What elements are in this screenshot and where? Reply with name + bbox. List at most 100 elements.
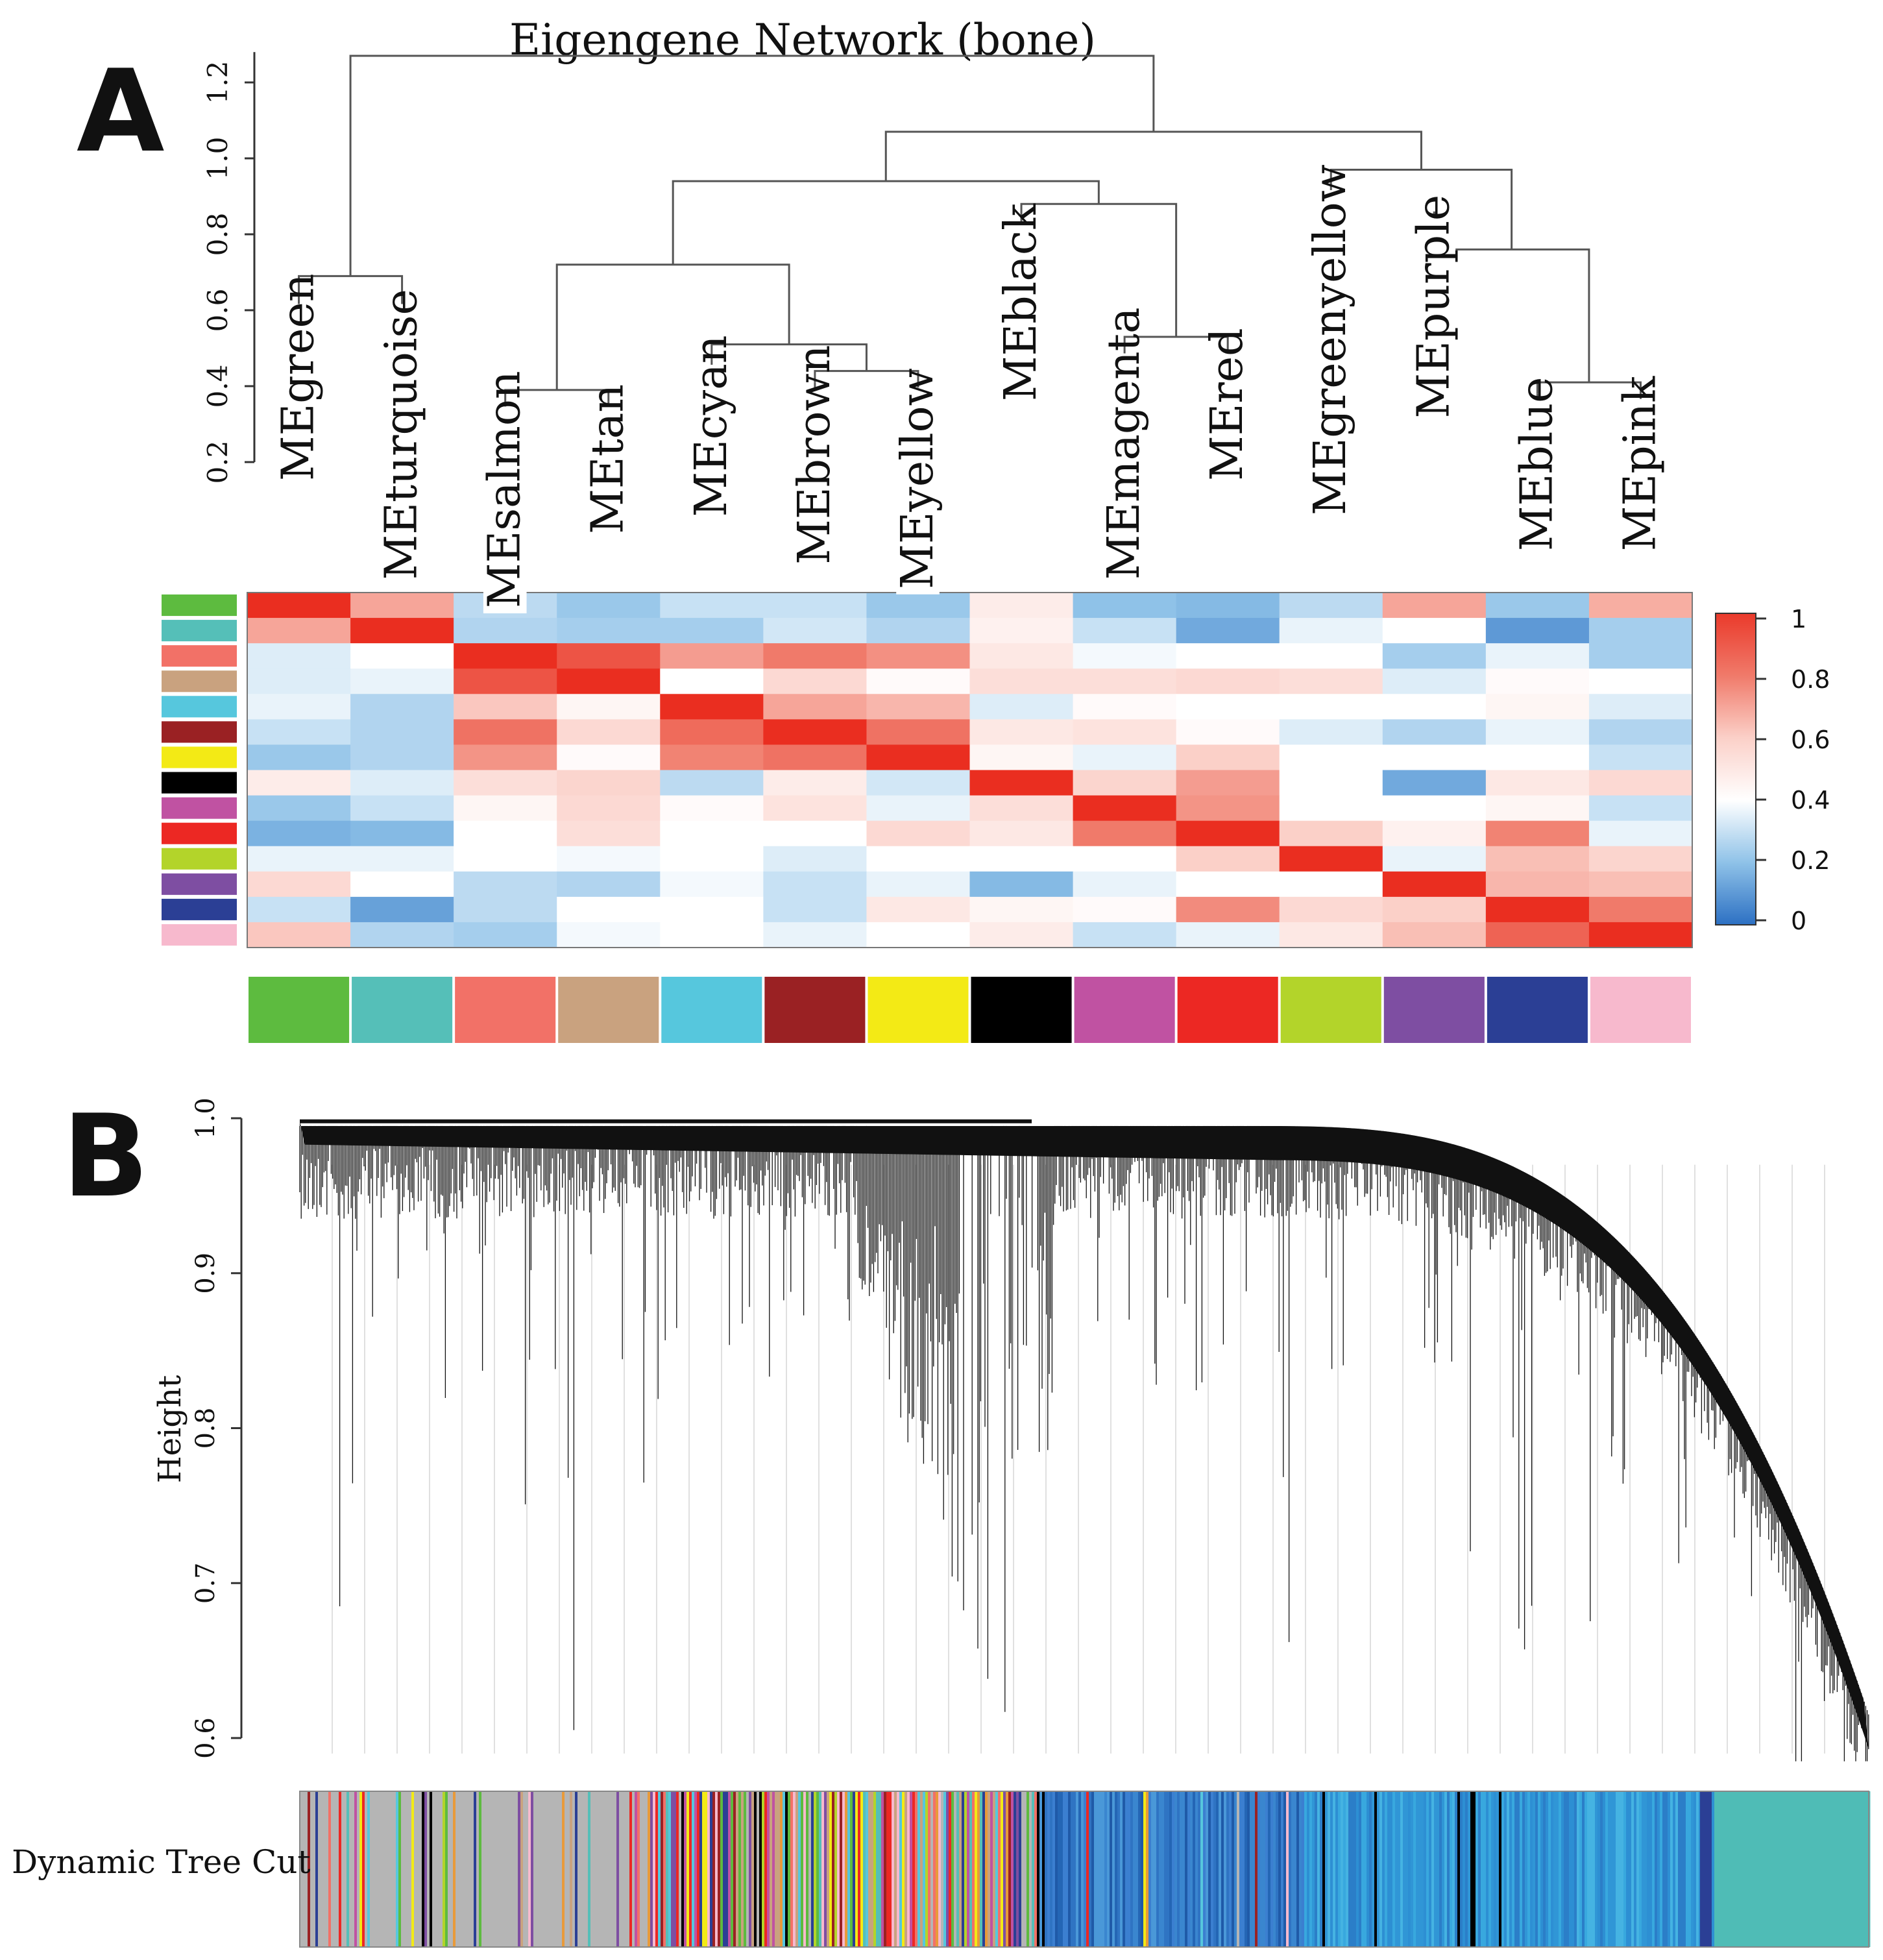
cut-stripe [1700,1791,1712,1947]
leaf-label-MEred: MEred [1202,328,1253,481]
cut-stripe [1148,1791,1152,1947]
cut-stripe [1081,1791,1084,1947]
column-module-colors [249,977,1691,1043]
cut-stripe [1535,1791,1538,1947]
legend-tick-label: 0.8 [1791,665,1830,694]
heatmap-cell [1279,770,1383,796]
cut-stripe [1605,1791,1609,1947]
heatmap-cell [1382,820,1487,847]
col-color-black [971,977,1072,1043]
cut-stripe [1361,1791,1365,1947]
cut-stripe [653,1791,656,1947]
cut-stripe [1102,1791,1105,1947]
cut-stripe [840,1791,843,1947]
cut-stripe [1172,1791,1175,1947]
cut-stripe [378,1791,381,1947]
cut-stripe [1683,1791,1686,1947]
heatmap-cell [969,694,1074,720]
row-color-purple [162,873,237,895]
cut-stripe [1600,1791,1603,1947]
cut-stripe [1784,1791,1788,1947]
cut-stripe [1052,1791,1056,1947]
heatmap-cell [866,744,971,771]
cut-stripe [1595,1791,1598,1947]
cut-stripe [699,1791,703,1947]
heatmap-cell [1073,770,1177,796]
cut-stripe [1652,1791,1655,1947]
dynamic-tree-cut-colorbar [299,1791,1871,1948]
cut-stripe [1655,1791,1658,1947]
cut-stripe [1377,1791,1380,1947]
cut-stripe [1818,1791,1821,1947]
cut-stripe [1673,1791,1676,1947]
cut-stripe [1522,1791,1525,1947]
cut-stripe [1566,1791,1570,1947]
cut-stripe [430,1791,433,1947]
cut-stripe [541,1791,544,1947]
heatmap-cell [1588,694,1693,720]
col-color-green [249,977,350,1043]
cut-stripe [751,1791,755,1947]
cut-stripe [858,1791,861,1947]
cut-stripe [505,1791,508,1947]
cut-stripe [715,1791,718,1947]
cut-stripe [863,1791,866,1947]
heatmap-cell [1382,643,1487,669]
heatmap-cell [454,618,557,644]
cut-stripe [1610,1791,1614,1947]
cut-stripe [422,1791,425,1947]
cut-stripe [1128,1791,1131,1947]
cut-stripe [990,1791,993,1947]
cut-stripe [1405,1791,1409,1947]
cut-stripe [1592,1791,1596,1947]
cut-stripe [476,1791,480,1947]
cut-stripe [1520,1791,1523,1947]
heatmap-cell [660,618,764,644]
heatmap-cell [1485,618,1590,644]
cut-stripe [1732,1791,1736,1947]
heatmap-cell [247,668,351,694]
cut-stripe [988,1791,991,1947]
cut-stripe [1055,1791,1058,1947]
cut-stripe [370,1791,373,1947]
cut-stripe [336,1791,339,1947]
cut-stripe [1226,1791,1230,1947]
row-color-salmon [162,645,237,667]
heatmap-cell [1279,896,1383,923]
cut-stripe [1696,1791,1699,1947]
legend-tick-label: 0.6 [1791,726,1830,754]
cut-stripe [853,1791,856,1947]
cut-stripe [1540,1791,1544,1947]
cut-stripe [1717,1791,1720,1947]
cut-stripe [886,1791,890,1947]
cut-stripe [388,1791,391,1947]
cut-stripe [1341,1791,1344,1947]
cut-stripe [736,1791,739,1947]
cut-stripe [1553,1791,1557,1947]
cut-stripe [1681,1791,1684,1947]
heatmap-cell [1382,922,1487,948]
dendrogram-branch [349,55,1155,276]
cut-stripe [1691,1791,1694,1947]
heatmap-cell [247,795,351,822]
cut-stripe [1694,1791,1697,1947]
cut-stripe [590,1791,594,1947]
cut-stripe [868,1791,871,1947]
cut-stripe [458,1791,461,1947]
cut-stripe [930,1791,934,1947]
heatmap-cell [866,820,971,847]
heatmap-cell [1588,643,1693,669]
cut-stripe [479,1791,482,1947]
cut-stripe [1463,1791,1466,1947]
cut-stripe [866,1791,869,1947]
heatmap-cell [1588,744,1693,771]
cut-stripe [876,1791,879,1947]
heatmap-cell [1588,795,1693,822]
cut-stripe [1156,1791,1160,1947]
heatmap-cell [557,643,661,669]
cut-stripe [1133,1791,1136,1947]
cut-stripe [1730,1791,1733,1947]
cut-stripe [1828,1791,1832,1947]
cut-stripe [1369,1791,1372,1947]
heatmap-cell [1485,922,1590,948]
